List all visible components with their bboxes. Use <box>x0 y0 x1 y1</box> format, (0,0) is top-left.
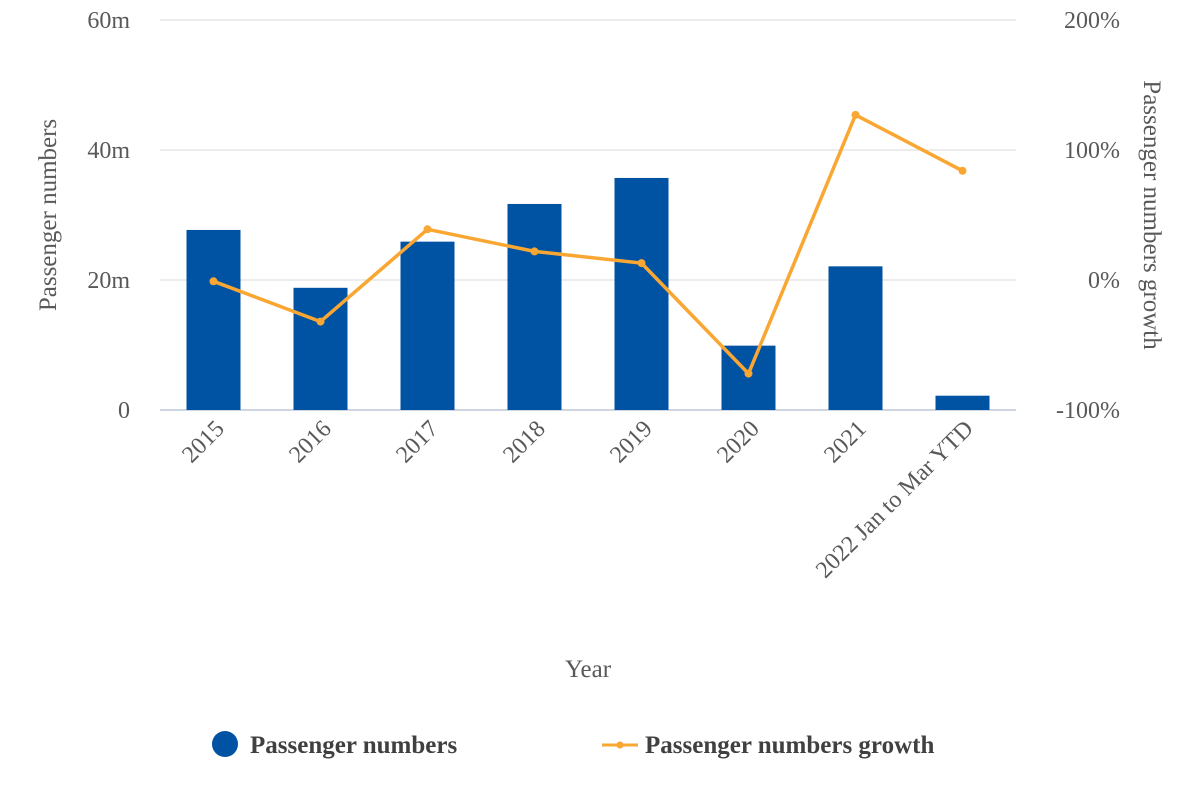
y2-axis-title: Passenger numbers growth <box>1138 80 1165 350</box>
line-point <box>316 317 325 326</box>
y2-tick-label: 200% <box>1064 8 1120 34</box>
left-axis-ticks: 0 20m 40m 60m <box>87 8 130 424</box>
x-tick-label: 2015 <box>177 416 229 468</box>
growth-line <box>212 113 964 376</box>
y2-tick-label: -100% <box>1056 398 1120 424</box>
y-axis-title: Passenger numbers <box>35 119 62 311</box>
right-axis-ticks: -100% 0% 100% 200% <box>1056 8 1120 424</box>
legend-bar-marker <box>212 731 238 757</box>
x-tick-label: 2018 <box>498 416 550 468</box>
bar-series <box>186 177 990 410</box>
bar <box>935 395 990 410</box>
y2-tick-label: 100% <box>1064 138 1120 164</box>
line-point <box>851 110 860 119</box>
y2-tick-label: 0% <box>1088 268 1120 294</box>
bar <box>400 241 455 410</box>
x-tick-label: 2016 <box>284 416 336 468</box>
legend: Passenger numbers Passenger numbers grow… <box>212 731 934 759</box>
line-point <box>958 166 967 175</box>
bar <box>614 177 669 410</box>
bar <box>828 266 883 410</box>
line-series <box>209 110 967 378</box>
y-tick-label: 0 <box>118 398 130 424</box>
line-point <box>744 369 753 378</box>
x-tick-label: 2021 <box>819 416 871 468</box>
line-point <box>637 259 646 268</box>
gridlines <box>160 19 1016 411</box>
bar <box>186 229 241 410</box>
bar <box>507 203 562 410</box>
x-axis-title: Year <box>565 656 612 683</box>
y-tick-label: 20m <box>87 268 130 294</box>
y-tick-label: 60m <box>87 8 130 34</box>
line-point <box>423 225 432 234</box>
line-point <box>530 247 539 256</box>
legend-line-label: Passenger numbers growth <box>645 732 934 759</box>
x-tick-label: 2017 <box>391 416 443 468</box>
x-tick-label: 2020 <box>712 416 764 468</box>
y-tick-label: 40m <box>87 138 130 164</box>
x-tick-label: 2019 <box>605 416 657 468</box>
legend-line-dot <box>616 741 624 749</box>
legend-bar-label: Passenger numbers <box>250 732 457 759</box>
line-point <box>209 277 218 286</box>
